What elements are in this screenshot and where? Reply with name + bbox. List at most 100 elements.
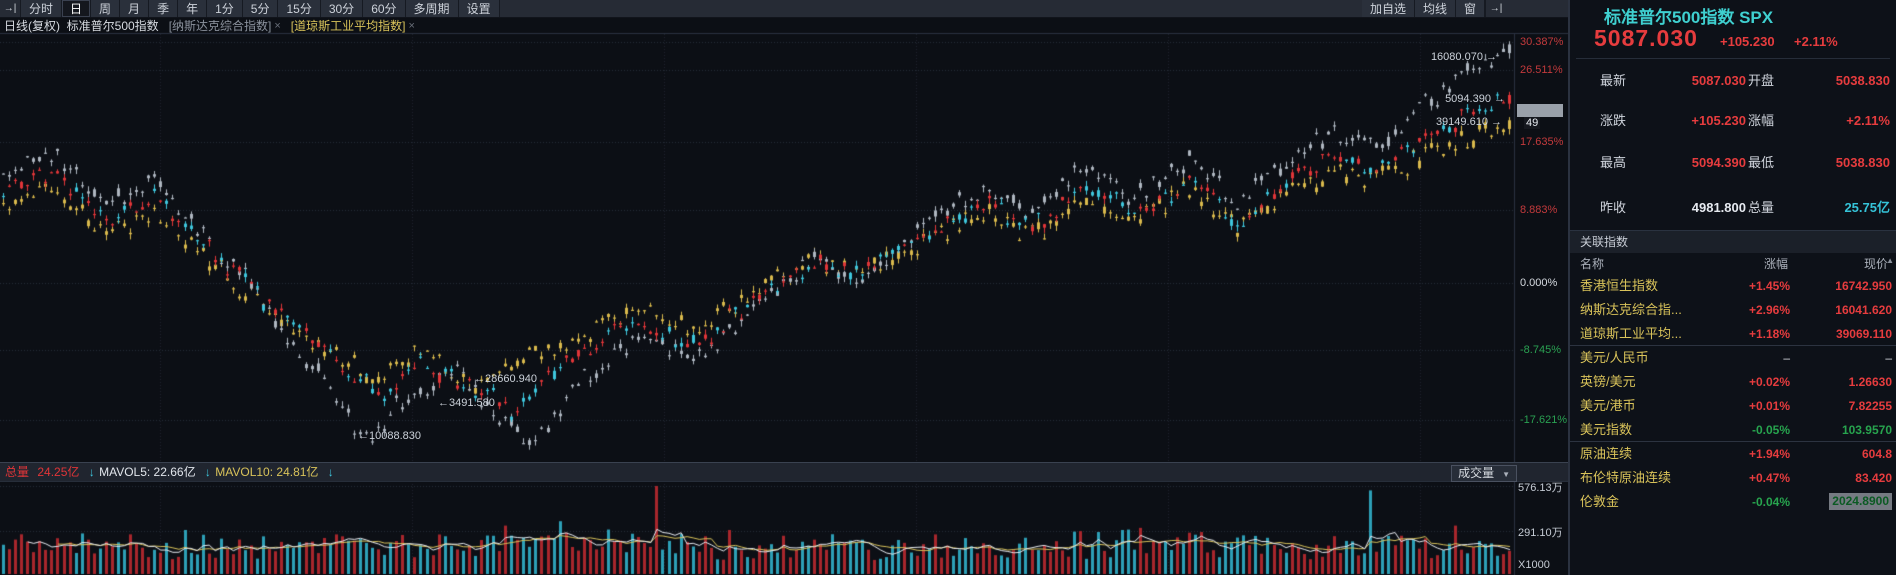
volume-indicator-selector[interactable]: 成交量 ▼: [1451, 465, 1517, 482]
toolbar-period-item[interactable]: 5分: [242, 0, 279, 17]
collapse-panel-icon[interactable]: →|: [0, 0, 21, 17]
stat-value: 5087.030: [1691, 73, 1746, 88]
volume-axis-label: 576.13万: [1518, 482, 1563, 494]
percent-axis-label: 8.883%: [1520, 204, 1558, 216]
scroll-up-icon[interactable]: ▲: [1886, 256, 1894, 265]
quote-stat-row: 昨收 4981.800 总量 25.75亿: [1570, 200, 1896, 216]
percent-axis-label: -8.745%: [1520, 344, 1561, 356]
index-change: +1.94%: [1748, 447, 1790, 461]
volume-axis-label: X1000: [1518, 559, 1550, 571]
stat-label: 涨幅: [1748, 113, 1775, 128]
volume-axis-label: 291.10万: [1518, 527, 1563, 539]
price-annotation: ←10088.830: [358, 430, 421, 442]
index-name: 纳斯达克综合指...: [1580, 302, 1682, 317]
quote-stat-row: 涨跌 +105.230 涨幅 +2.11%: [1570, 113, 1896, 129]
related-index-row[interactable]: 布伦特原油连续 +0.47% 83.420: [1570, 466, 1896, 490]
stat-label: 总量: [1748, 200, 1775, 215]
index-name: 伦敦金: [1580, 494, 1620, 509]
index-name: 美元/人民币: [1580, 350, 1649, 365]
index-change: +1.18%: [1748, 327, 1790, 341]
index-price: –: [1885, 351, 1892, 365]
candlestick-chart-canvas[interactable]: [0, 0, 1568, 575]
down-arrow-icon: ↓: [88, 465, 95, 479]
related-index-row[interactable]: 美元指数 -0.05% 103.9570: [1570, 418, 1896, 442]
related-table-header: 名称 涨幅 现价: [1570, 254, 1896, 274]
volume-total-value: 24.25亿: [37, 465, 80, 479]
price-annotation: ←28660.940: [474, 373, 537, 385]
percent-axis-label: 30.387%: [1520, 36, 1564, 48]
index-change: +1.45%: [1748, 279, 1790, 293]
related-index-row[interactable]: 纳斯达克综合指... +2.96% 16041.620: [1570, 298, 1896, 322]
toolbar-period-item[interactable]: 60分: [363, 0, 406, 17]
volume-total-label: 总量: [5, 465, 30, 479]
period-toolbar: →| 分时日周月季年 1分 5分 15分 30分 60分 多周期 设置 加自选 均线窗 →|: [0, 0, 1568, 18]
chevron-down-icon: ▼: [1502, 470, 1510, 479]
related-index-row[interactable]: 伦敦金 -0.04% 2024.8900: [1570, 490, 1896, 514]
down-arrow-icon: ↓: [327, 465, 334, 479]
toolbar-period-item[interactable]: 设置: [458, 0, 500, 17]
index-price: 604.8: [1861, 447, 1892, 461]
close-icon[interactable]: ×: [274, 19, 281, 32]
column-change: 涨幅: [1763, 257, 1788, 271]
index-change: +0.47%: [1748, 471, 1790, 485]
last-price: 5087.030: [1594, 25, 1698, 51]
related-index-row[interactable]: 香港恒生指数 +1.45% 16742.950: [1570, 274, 1896, 298]
index-price: 2024.8900: [1829, 493, 1892, 510]
instrument-tabbar: 日线(复权) 标准普尔500指数 [纳斯达克综合指数] × [道琼斯工业平均指数] ×: [0, 18, 1568, 33]
axis-price-marker: [1517, 104, 1563, 117]
toolbar-period-item[interactable]: 分时: [21, 0, 63, 17]
stat-value: +105.230: [1691, 113, 1746, 128]
stat-value: +2.11%: [1846, 113, 1890, 128]
toolbar-spacer: [500, 0, 1362, 17]
stat-label: 最低: [1748, 155, 1775, 170]
index-change: +0.02%: [1748, 375, 1790, 389]
toolbar-period-item[interactable]: 30分: [320, 0, 364, 17]
toolbar-period-item[interactable]: 1分: [207, 0, 243, 17]
related-index-row[interactable]: 美元/港币 +0.01% 7.82255: [1570, 394, 1896, 418]
instrument-title: 标准普尔500指数 SPX: [1604, 8, 1774, 27]
toolbar-action-item[interactable]: 窗: [1455, 0, 1485, 17]
toolbar-period-item[interactable]: 15分: [278, 0, 321, 17]
price-annotation: ←3491.580: [438, 397, 495, 409]
toolbar-period-item[interactable]: 多周期: [405, 0, 459, 17]
percent-axis-label: 0.000%: [1520, 277, 1558, 289]
index-price: 39069.110: [1835, 327, 1892, 341]
toolbar-period-item[interactable]: 月: [120, 0, 150, 17]
toolbar-period-item[interactable]: 季: [149, 0, 179, 17]
overlay-tab[interactable]: [道琼斯工业平均指数]: [290, 19, 406, 33]
stat-value: 25.75亿: [1844, 200, 1890, 215]
related-index-row[interactable]: 美元/人民币 – –: [1570, 346, 1896, 370]
related-indexes-header: 关联指数: [1570, 230, 1896, 253]
overlay-tab[interactable]: [纳斯达克综合指数]: [168, 19, 272, 33]
toolbar-action-item[interactable]: 均线: [1414, 0, 1456, 17]
expand-panel-icon[interactable]: →|: [1485, 0, 1506, 17]
mavol5-value: MAVOL5: 22.66亿: [99, 465, 196, 479]
price-annotation: 16080.070 →: [1430, 51, 1497, 63]
period-buttons: 分时日周月季年 1分 5分 15分 30分 60分 多周期 设置: [21, 0, 500, 17]
index-name: 香港恒生指数: [1580, 278, 1659, 293]
index-change: +0.01%: [1748, 399, 1790, 413]
close-icon[interactable]: ×: [408, 19, 415, 32]
index-name: 道琼斯工业平均...: [1580, 326, 1682, 341]
mavol10-value: MAVOL10: 24.81亿: [215, 465, 319, 479]
related-index-row[interactable]: 原油连续 +1.94% 604.8: [1570, 442, 1896, 466]
index-change: -0.05%: [1751, 423, 1790, 437]
volume-pane-header: 总量 24.25亿 ↓ MAVOL5: 22.66亿 ↓ MAVOL10: 24…: [0, 462, 1568, 482]
stat-label: 昨收: [1600, 200, 1627, 215]
index-price: 7.82255: [1848, 399, 1892, 413]
toolbar-period-item[interactable]: 年: [178, 0, 208, 17]
price-annotation: 39149.610 →: [1435, 116, 1502, 128]
related-table: 香港恒生指数 +1.45% 16742.950 纳斯达克综合指... +2.96% 160…: [1570, 274, 1896, 514]
toolbar-action-item[interactable]: 加自选: [1361, 0, 1415, 17]
toolbar-period-item[interactable]: 日: [62, 0, 92, 17]
column-price: 现价: [1863, 257, 1888, 271]
related-index-row[interactable]: 英镑/美元 +0.02% 1.26630: [1570, 370, 1896, 394]
toolbar-period-item[interactable]: 周: [91, 0, 121, 17]
index-change: +2.96%: [1748, 303, 1790, 317]
related-index-row[interactable]: 道琼斯工业平均... +1.18% 39069.110: [1570, 322, 1896, 346]
index-price: 103.9570: [1841, 423, 1892, 437]
price-change: +105.230: [1720, 34, 1775, 49]
tab-sp500-daily[interactable]: 日线(复权) 标准普尔500指数: [4, 19, 159, 33]
index-name: 原油连续: [1580, 446, 1633, 461]
index-price: 16041.620: [1835, 303, 1892, 317]
